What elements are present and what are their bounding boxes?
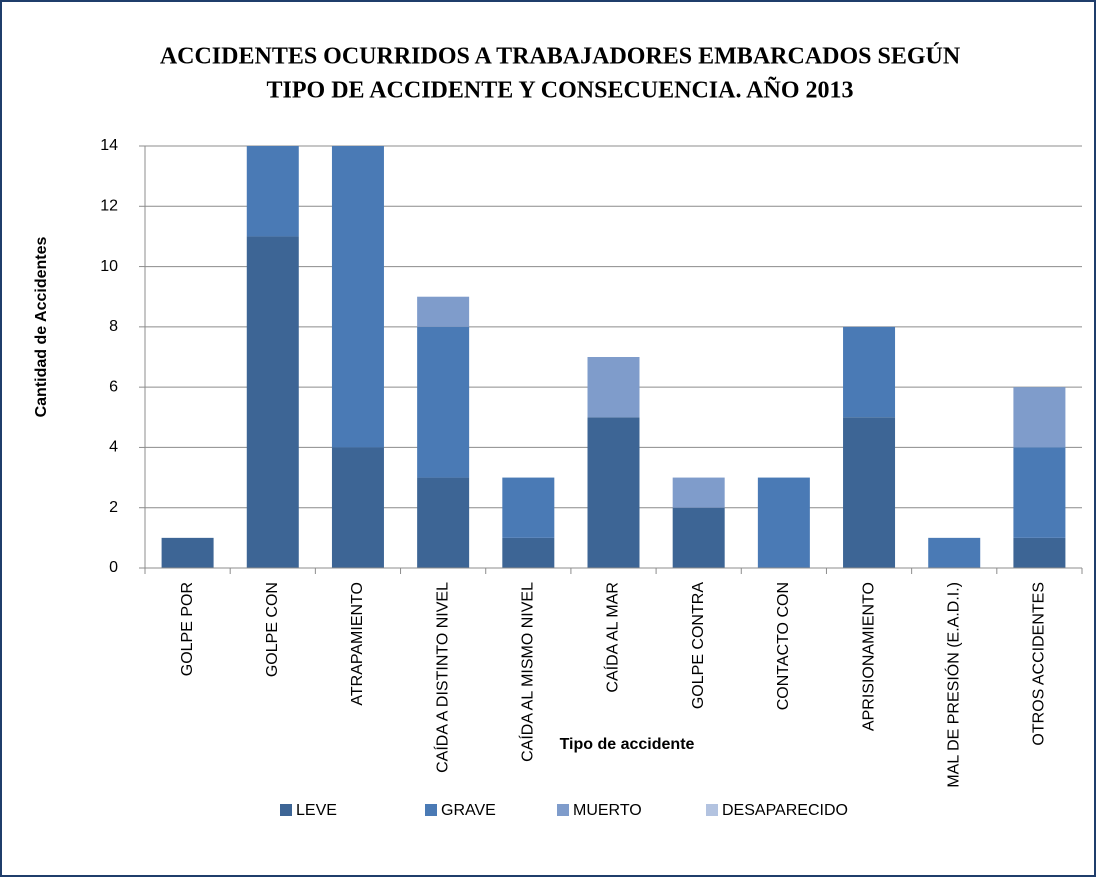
x-tick-label: GOLPE CONTRA (690, 582, 707, 709)
y-tick-label: 4 (109, 439, 118, 456)
y-tick-label: 10 (100, 258, 118, 275)
bar-segment (757, 477, 810, 568)
legend-swatch (280, 804, 292, 816)
x-tick-label: APRISIONAMIENTO (860, 582, 877, 731)
bar-segment (161, 537, 214, 568)
chart-title: TIPO DE ACCIDENTE Y CONSECUENCIA. AÑO 20… (267, 78, 854, 104)
y-tick-label: 8 (109, 318, 118, 335)
y-tick-label: 6 (109, 378, 118, 395)
legend-label: LEVE (296, 802, 337, 819)
x-tick-label: ATRAPAMIENTO (349, 582, 366, 706)
x-tick-label: CAÍDA A DISTINTO NIVEL (432, 582, 451, 773)
x-tick-label: MAL DE PRESIÓN (E.A.D.I.) (943, 582, 962, 788)
bar-segment (502, 537, 555, 568)
bar-segment (331, 146, 384, 448)
y-tick-label: 0 (109, 559, 118, 576)
y-tick-label: 2 (109, 499, 118, 516)
x-axis-title: Tipo de accidente (560, 736, 695, 753)
legend-label: MUERTO (573, 802, 642, 819)
bar-segment (417, 296, 470, 327)
bar-segment (587, 357, 640, 418)
bar-segment (843, 326, 896, 418)
bar-segment (1013, 447, 1066, 538)
bar-segment (672, 477, 725, 508)
bar-segment (843, 417, 896, 568)
bar-segment (928, 537, 981, 568)
bar-segment (331, 447, 384, 568)
x-tick-label: CAÍDA AL MAR (603, 582, 622, 693)
legend-label: GRAVE (441, 802, 496, 819)
y-tick-label: 12 (100, 198, 118, 215)
legend-swatch (706, 804, 718, 816)
bar-segment (417, 477, 470, 568)
x-tick-label: CONTACTO CON (775, 582, 792, 710)
bar-segment (246, 146, 299, 237)
x-tick-label: GOLPE POR (179, 582, 196, 676)
x-tick-label: CAÍDA AL MISMO NIVEL (518, 582, 537, 762)
bar-segment (1013, 387, 1066, 448)
y-tick-label: 14 (100, 137, 118, 154)
bar-segment (587, 417, 640, 568)
bar-segment (672, 507, 725, 568)
legend-label: DESAPARECIDO (722, 802, 848, 819)
bar-segment (502, 477, 555, 538)
x-tick-label: GOLPE CON (264, 582, 281, 677)
chart-title: ACCIDENTES OCURRIDOS A TRABAJADORES EMBA… (160, 44, 961, 70)
x-tick-label: OTROS ACCIDENTES (1031, 582, 1048, 746)
bar-segment (1013, 537, 1066, 568)
y-axis-title: Cantidad de Accidentes (33, 237, 50, 418)
bar-segment (417, 326, 470, 478)
legend-swatch (425, 804, 437, 816)
legend-swatch (557, 804, 569, 816)
bar-segment (246, 236, 299, 568)
